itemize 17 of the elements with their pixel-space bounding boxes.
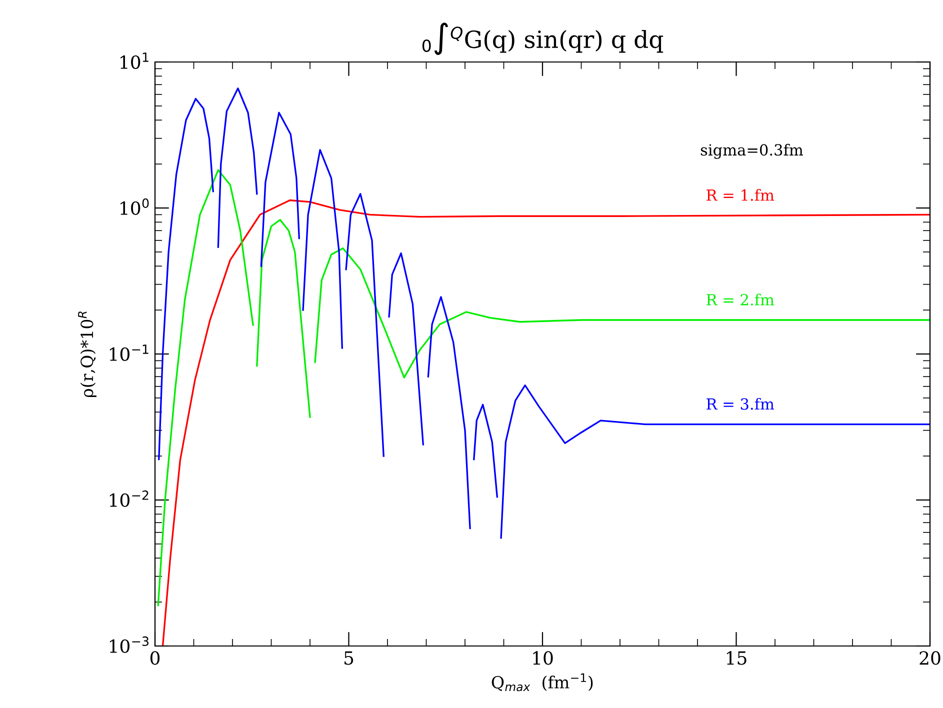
series-label: R = 2.fm bbox=[706, 294, 774, 306]
annotation: sigma=0.3fm bbox=[700, 144, 803, 159]
x-tick-label: 0 bbox=[150, 651, 160, 665]
x-tick-label: 5 bbox=[344, 651, 354, 665]
x-tick-label: 15 bbox=[726, 651, 746, 665]
x-tick-label: 20 bbox=[920, 651, 940, 665]
y-tick-label: 10$^{−1}$ bbox=[110, 344, 148, 361]
x-axis-title: Q$_{max}$ (fm$^{−1}$) bbox=[492, 673, 593, 692]
x-tick-label: 10 bbox=[533, 651, 553, 665]
y-tick-label: 10$^{1}$ bbox=[120, 52, 148, 69]
y-tick-label: 10$^{0}$ bbox=[120, 198, 149, 215]
y-tick-label: 10$^{−2}$ bbox=[110, 490, 148, 507]
series-label: R = 1.fm bbox=[706, 189, 774, 201]
series-label: R = 3.fm bbox=[706, 398, 774, 410]
chart-title: $_{0}$∫$^{Q}$G(q) sin(qr) q dq bbox=[422, 22, 664, 55]
y-axis-title: ρ(r,Q)*10$^{R}$ bbox=[78, 312, 96, 397]
y-tick-label: 10$^{−3}$ bbox=[110, 636, 148, 653]
